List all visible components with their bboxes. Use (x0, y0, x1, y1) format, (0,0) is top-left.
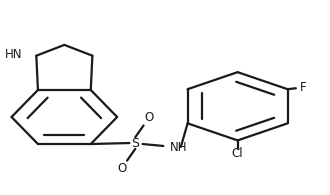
Text: NH: NH (170, 141, 187, 154)
Text: O: O (144, 111, 153, 124)
Text: Cl: Cl (232, 147, 244, 160)
Text: F: F (300, 81, 307, 94)
Text: HN: HN (5, 48, 23, 61)
Text: O: O (117, 162, 127, 176)
Text: S: S (131, 136, 139, 150)
